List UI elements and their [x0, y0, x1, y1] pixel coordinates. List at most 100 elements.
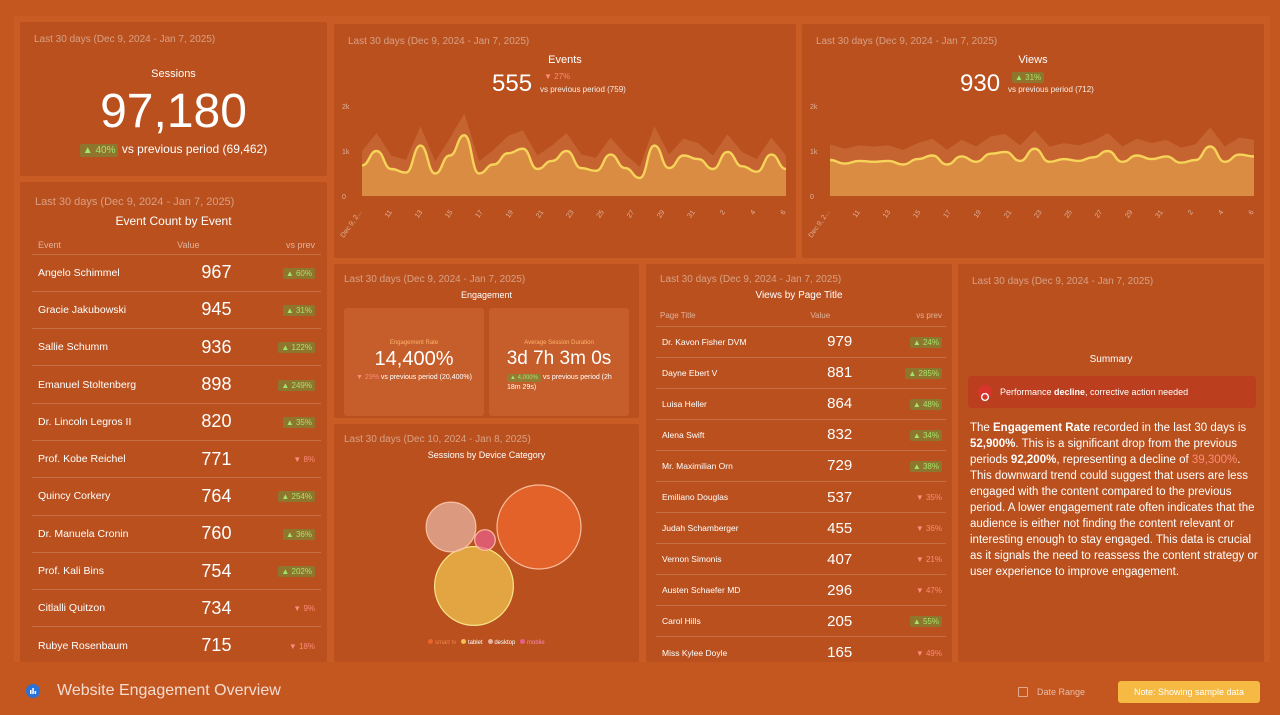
legend-smart-tv[interactable]: smart tv — [428, 639, 457, 646]
sessions-value: 97,180 — [100, 85, 247, 138]
page-row[interactable]: Dayne Ebert V 881 ▲ 285% — [656, 356, 946, 389]
page-value: 979 — [780, 325, 891, 358]
page-change-cell: ▼ 21% — [890, 543, 946, 575]
page-name: Alena Swift — [656, 418, 781, 451]
page-row[interactable]: Vernon Simonis 407 ▼ 21% — [656, 543, 946, 575]
legend-smart-tv-swatch — [428, 639, 434, 644]
event-row[interactable]: Sallie Schumm 936 ▲ 122% — [32, 328, 321, 366]
page-title-column-header: Page Title — [660, 311, 696, 321]
page-row[interactable]: Austen Schaefer MD 296 ▼ 47% — [656, 574, 946, 606]
event-row[interactable]: Prof. Kobe Reichel 771 ▼ 8% — [32, 439, 321, 478]
event-row[interactable]: Rubye Rosenbaum 715 ▼ 18% — [32, 626, 321, 665]
bubble-desktop[interactable] — [425, 501, 477, 553]
page-change-cell: ▼ 36% — [890, 512, 946, 544]
event-count-period: Last 30 days (Dec 9, 2024 - Jan 7, 2025) — [35, 196, 235, 208]
event-row[interactable]: Dr. Manuela Cronin 760 ▲ 36% — [32, 514, 321, 553]
dashboard-frame: Last 30 days (Dec 9, 2024 - Jan 7, 2025)… — [14, 16, 1270, 669]
sessions-change-badge: ▲ 40% — [79, 144, 119, 157]
bubble-mobile[interactable] — [474, 529, 496, 551]
summary-previous-value: 92,200% — [1010, 454, 1057, 466]
device-panel[interactable]: Last 30 days (Dec 10, 2024 - Jan 8, 2025… — [334, 424, 639, 662]
event-count-table: Event Value vs prev Angelo Schimmel 967 ▲ … — [32, 236, 321, 665]
summary-panel[interactable]: Last 30 days (Dec 9, 2024 - Jan 7, 2025)… — [958, 264, 1264, 662]
page-name: Emiliano Douglas — [656, 480, 781, 513]
page-row[interactable]: Emiliano Douglas 537 ▼ 35% — [656, 480, 946, 513]
events-x-tick: 6 — [780, 209, 788, 216]
page-change-cell: ▲ 34% — [890, 418, 946, 451]
events-title: Events — [548, 54, 582, 66]
event-row[interactable]: Citlalli Quitzon 734 ▼ 9% — [32, 589, 321, 627]
event-value: 760 — [157, 514, 270, 553]
event-row[interactable]: Angelo Schimmel 967 ▲ 60% — [32, 253, 321, 292]
engagement-rate-card[interactable]: Engagement Rate 14,400% ▼ 29% vs previou… — [344, 308, 484, 416]
page-name: Austen Schaefer MD — [656, 574, 781, 606]
sample-data-note[interactable]: Note: Showing sample data — [1118, 681, 1260, 703]
event-value: 967 — [157, 253, 270, 292]
event-name: Sallie Schumm — [32, 328, 158, 366]
page-row[interactable]: Miss Kylee Doyle 165 ▼ 49% — [656, 636, 946, 669]
alert-text-bold: decline — [1054, 387, 1086, 397]
views-x-tick: 31 — [1155, 209, 1165, 219]
events-x-tick: 19 — [505, 209, 515, 219]
calendar-icon[interactable] — [1018, 687, 1028, 697]
event-row[interactable]: Prof. Kali Bins 754 ▲ 202% — [32, 551, 321, 590]
session-duration-card[interactable]: Average Session Duration 3d 7h 3m 0s ▲ 4… — [489, 308, 629, 416]
events-value: 555 — [492, 70, 533, 97]
date-range-button[interactable]: Date Range — [1037, 687, 1086, 697]
event-name: Prof. Kali Bins — [32, 551, 158, 590]
views-period: Last 30 days (Dec 9, 2024 - Jan 7, 2025) — [816, 36, 998, 47]
views-value: 930 — [960, 70, 1001, 97]
bubble-tablet[interactable] — [434, 546, 514, 626]
page-row[interactable]: Alena Swift 832 ▲ 34% — [656, 418, 946, 451]
engagement-rate-value: 14,400% — [374, 348, 454, 370]
sessions-panel[interactable]: Last 30 days (Dec 9, 2024 - Jan 7, 2025)… — [20, 22, 327, 176]
event-count-panel[interactable]: Last 30 days (Dec 9, 2024 - Jan 7, 2025)… — [20, 182, 327, 665]
page-name: Dayne Ebert V — [656, 356, 781, 389]
event-value: 715 — [157, 626, 270, 665]
event-change-badge: ▲ 254% — [278, 491, 315, 503]
event-name: Emanuel Stoltenberg — [32, 365, 158, 404]
views-panel[interactable]: Last 30 days (Dec 9, 2024 - Jan 7, 2025)… — [802, 24, 1264, 258]
page-value: 407 — [780, 543, 891, 575]
event-column-header: Event — [38, 239, 62, 250]
page-name: Vernon Simonis — [656, 543, 781, 575]
page-change-badge: ▲ 34% — [909, 429, 942, 441]
engagement-panel[interactable]: Last 30 days (Dec 9, 2024 - Jan 7, 2025)… — [334, 264, 639, 418]
sessions-comparison-text: vs previous period (69,462) — [121, 142, 268, 156]
event-change-badge: ▲ 31% — [282, 304, 315, 316]
event-row[interactable]: Quincy Corkery 764 ▲ 254% — [32, 477, 321, 516]
page-change-cell: ▲ 24% — [890, 325, 946, 358]
event-name: Prof. Kobe Reichel — [32, 439, 158, 478]
engagement-title: Engagement — [460, 290, 513, 300]
summary-decline-value: 39,300% — [1191, 454, 1238, 466]
page-name: Judah Schamberger — [656, 512, 781, 544]
summary-current-value: 52,900% — [970, 438, 1016, 450]
event-row[interactable]: Gracie Jakubowski 945 ▲ 31% — [32, 290, 321, 329]
views-comparison: vs previous period (712) — [1008, 85, 1094, 94]
views-chart: 2k 1k 0 Dec 9, 2... 11 13 15 17 19 21 23 25 27 29 31 2 4… — [808, 104, 1256, 239]
legend-mobile[interactable]: mobile — [520, 639, 545, 646]
legend-smart-tv-label: smart tv — [434, 640, 457, 646]
legend-tablet[interactable]: tablet — [461, 639, 483, 646]
event-change-cell: ▲ 36% — [269, 514, 321, 553]
event-name: Dr. Lincoln Legros II — [32, 402, 158, 441]
page-row[interactable]: Carol Hills 205 ▲ 55% — [656, 605, 946, 637]
page-change-cell: ▼ 49% — [890, 636, 946, 669]
events-comparison: vs previous period (759) — [540, 85, 626, 94]
event-row[interactable]: Emanuel Stoltenberg 898 ▲ 249% — [32, 365, 321, 404]
summary-text: The Engagement Rate recorded in the last… — [970, 420, 1260, 580]
page-change-cell: ▲ 55% — [890, 605, 946, 637]
page-views-panel[interactable]: Last 30 days (Dec 9, 2024 - Jan 7, 2025)… — [646, 264, 952, 669]
event-row[interactable]: Dr. Lincoln Legros II 820 ▲ 35% — [32, 402, 321, 441]
page-row[interactable]: Mr. Maximilian Orn 729 ▲ 38% — [656, 449, 946, 482]
page-row[interactable]: Judah Schamberger 455 ▼ 36% — [656, 512, 946, 544]
legend-desktop[interactable]: desktop — [487, 639, 515, 646]
page-row[interactable]: Luisa Heller 864 ▲ 48% — [656, 387, 946, 420]
events-panel[interactable]: Last 30 days (Dec 9, 2024 - Jan 7, 2025)… — [334, 24, 796, 258]
bubble-smart-tv[interactable] — [496, 484, 582, 570]
events-x-tick: 25 — [596, 209, 606, 219]
views-x-tick: 27 — [1094, 209, 1104, 219]
page-row[interactable]: Dr. Kavon Fisher DVM 979 ▲ 24% — [656, 325, 946, 358]
views-x-tick: 6 — [1248, 209, 1256, 216]
event-change-badge: ▲ 36% — [282, 528, 315, 540]
